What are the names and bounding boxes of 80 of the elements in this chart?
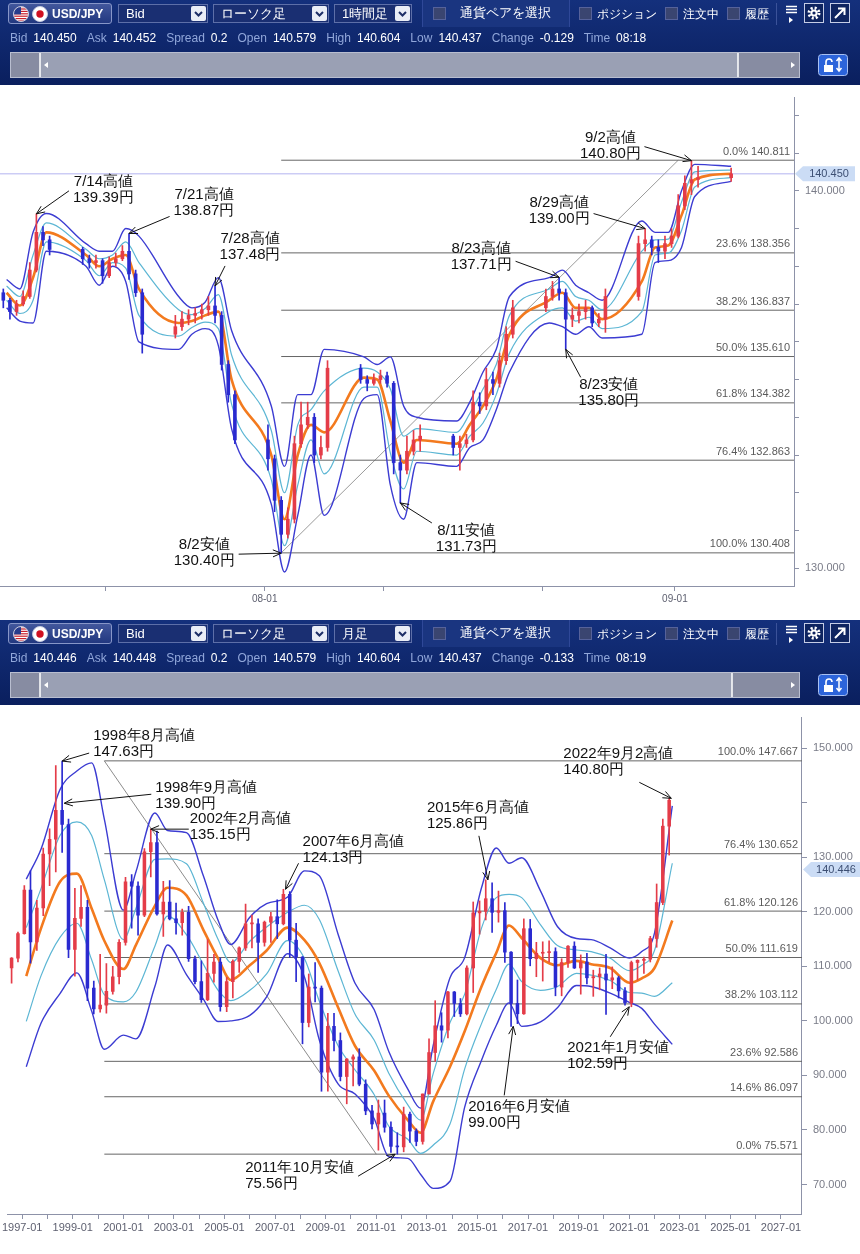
annotation: 8/23高値 137.71円 [450,238,512,272]
text: ローソク足 [221,626,286,642]
text: 1時間足 [342,6,389,22]
series-label: 50.0% 135.610 [715,341,790,354]
annotation: 1998年9月高値 139.90円 [155,777,258,811]
annotation: 2022年9月2高値 140.80円 [563,743,674,777]
chart-title: USD/JPY [52,7,104,21]
y-tick-label: 130.000 [813,850,853,863]
y-tick-label: 90.000 [813,1068,847,1081]
text: 履歴 [745,5,769,22]
x-tick-label: 2021-01 [609,1220,650,1233]
series-label: 38.2% 103.112 [724,988,798,1001]
series-label: 50.0% 111.619 [725,942,798,955]
y-tick-label: 130.000 [805,561,845,574]
text: 月足 [342,626,368,642]
annotation: 7/14高値 139.39円 [72,172,134,206]
text: 履歴 [745,625,769,642]
text: 通貨ペアを選択 [460,5,551,21]
text: ポジション [597,625,657,642]
y-tick-label: 100.000 [813,1013,853,1026]
y-tick-label: 150.000 [813,741,853,754]
text: Bid [126,626,145,642]
x-tick-label: 2001-01 [103,1220,144,1233]
text: 140.446 [803,862,860,877]
annotation: 2011年10月安値 75.56円 [245,1157,355,1191]
series-label: 76.4% 132.863 [715,444,790,457]
ref-line-label: 140.450 [809,167,849,180]
annotation: 1998年8月高値 147.63円 [93,725,195,759]
x-tick-label: 1999-01 [52,1220,93,1233]
series-label: 100.0% 147.667 [717,745,798,758]
x-tick-label: 1997-01 [2,1220,43,1233]
series-label: 61.8% 120.126 [723,895,798,908]
x-tick-label: 2019-01 [558,1220,599,1233]
annotation: 8/2安値 130.40円 [173,534,235,568]
series-label: 76.4% 130.652 [723,838,798,851]
annotation: 2021年1月安値 102.59円 [567,1038,669,1072]
annotation: 2015年6月高値 125.86円 [426,798,529,832]
annotation: 2007年6月高値 124.13円 [302,831,405,865]
x-tick-label: 2023-01 [659,1220,700,1233]
x-tick-label: 2005-01 [204,1220,245,1233]
x-tick-label: 2011-01 [356,1220,397,1233]
series-label: 38.2% 136.837 [715,294,790,307]
series-label: 100.0% 130.408 [709,537,790,550]
x-tick-label: 09-01 [662,592,689,604]
x-tick-label: 2015-01 [457,1220,498,1233]
series-label: 61.8% 134.382 [715,387,790,400]
x-tick-label: 2017-01 [507,1220,549,1233]
text: Bid [126,6,145,22]
annotation: 9/2高値 140.80円 [580,128,641,162]
text: 注文中 [683,5,719,22]
series-label: 0.0% 75.571 [736,1138,798,1151]
series-label: 14.6% 86.097 [730,1081,798,1094]
y-tick-label: 110.000 [813,959,852,972]
y-tick-label: 120.000 [813,904,853,917]
annotation: 8/23安値 135.80円 [578,374,640,408]
annotation: 8/29高値 139.00円 [528,193,590,227]
series-label: 23.6% 92.586 [730,1045,798,1058]
text: ポジション [597,5,657,22]
annotation: 7/28高値 137.48円 [219,228,281,262]
text: 通貨ペアを選択 [460,625,551,641]
text: ローソク足 [221,6,286,22]
x-tick-label: 2013-01 [406,1220,448,1233]
y-tick-label: 70.000 [813,1177,847,1190]
series-label: 23.6% 138.356 [715,237,790,250]
x-tick-label: 2007-01 [254,1220,296,1233]
annotation: 2016年6月安値 99.00円 [468,1096,570,1130]
x-tick-label: 2009-01 [305,1220,346,1233]
chart-title: USD/JPY [52,627,104,641]
x-tick-label: 2003-01 [153,1220,195,1233]
annotation: 8/11安値 131.73円 [435,520,497,554]
x-tick-label: 2027-01 [760,1220,802,1233]
y-tick-label: 80.000 [813,1123,847,1136]
annotation: 7/21高値 138.87円 [173,185,235,219]
text: Bid 140.450 Ask 140.452 Spread 0.2 Open 140.579 High 140.604 Low 140.437 Change -0.129 Time 08:18 [10,31,647,45]
y-tick-label: 140.000 [805,183,845,196]
text: 注文中 [683,625,719,642]
series-label: 0.0% 140.811 [722,144,790,157]
x-tick-label: 08-01 [251,592,278,604]
x-tick-label: 2025-01 [710,1220,751,1233]
text: Bid 140.446 Ask 140.448 Spread 0.2 Open 140.579 High 140.604 Low 140.437 Change -0.133 Time 08:19 [10,651,647,665]
